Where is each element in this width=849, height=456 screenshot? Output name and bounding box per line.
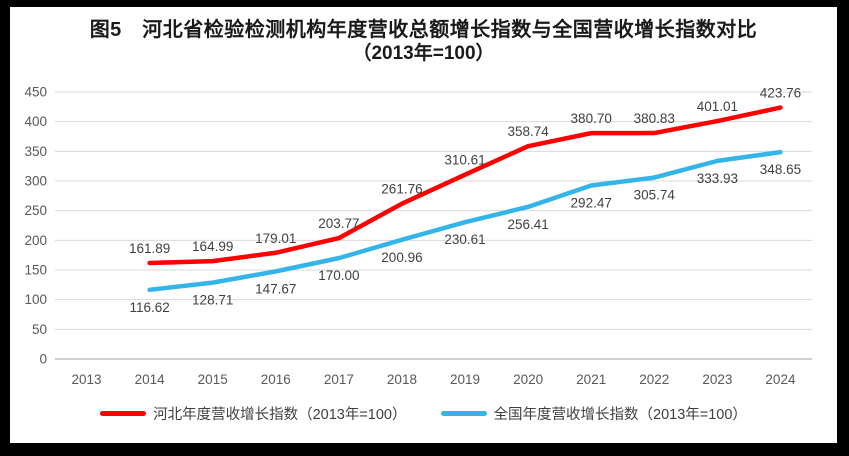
y-tick-label: 150 <box>24 263 47 278</box>
legend-dash-hebei-icon <box>100 411 147 416</box>
data-label: 116.62 <box>129 300 169 315</box>
y-tick-label: 300 <box>24 174 47 189</box>
x-tick-label: 2022 <box>639 372 669 387</box>
x-tick-label: 2023 <box>702 372 732 387</box>
y-tick-label: 450 <box>24 85 47 100</box>
chart-title-line2: （2013年=100） <box>352 43 495 64</box>
data-label: 203.77 <box>318 216 359 231</box>
y-tick-label: 0 <box>39 352 47 367</box>
data-label: 333.93 <box>697 171 738 186</box>
legend-item-national: 全国年度营收增长指数（2013年=100） <box>440 403 747 424</box>
series-line-1 <box>147 149 783 293</box>
x-tick-label: 2013 <box>72 372 102 387</box>
y-tick-label: 400 <box>24 114 47 129</box>
y-tick-label: 200 <box>24 233 47 248</box>
data-label: 348.65 <box>760 162 801 177</box>
data-label: 380.83 <box>634 111 675 126</box>
x-tick-label: 2021 <box>576 372 606 387</box>
data-label: 423.76 <box>760 86 801 101</box>
chart-title-line1: 图5 河北省检验检测机构年度营收总额增长指数与全国营收增长指数对比 <box>89 19 758 41</box>
data-label: 358.74 <box>507 124 549 139</box>
data-label: 261.76 <box>381 182 422 197</box>
data-label: 305.74 <box>634 188 676 203</box>
x-tick-label: 2016 <box>261 372 291 387</box>
chart-legend: 河北年度营收增长指数（2013年=100） 全国年度营收增长指数（2013年=1… <box>10 403 837 424</box>
x-tick-label: 2020 <box>513 372 543 387</box>
chart-canvas: 图5 河北省检验检测机构年度营收总额增长指数与全国营收增长指数对比 （2013年… <box>10 7 837 443</box>
legend-label-hebei: 河北年度营收增长指数（2013年=100） <box>153 407 407 423</box>
y-tick-label: 50 <box>32 322 47 337</box>
chart-title: 图5 河北省检验检测机构年度营收总额增长指数与全国营收增长指数对比 （2013年… <box>10 19 837 65</box>
series-line-0 <box>147 105 783 266</box>
data-label: 310.61 <box>444 153 485 168</box>
data-label: 380.70 <box>571 111 612 126</box>
data-label: 292.47 <box>571 195 612 210</box>
x-tick-label: 2024 <box>765 372 796 387</box>
data-label: 200.96 <box>381 250 422 265</box>
legend-label-national: 全国年度营收增长指数（2013年=100） <box>493 407 747 423</box>
legend-dash-national-icon <box>440 411 487 416</box>
data-label: 179.01 <box>255 231 296 246</box>
data-label: 164.99 <box>192 239 233 254</box>
legend-item-hebei: 河北年度营收增长指数（2013年=100） <box>100 403 407 424</box>
chart-plot-area: 0 50 100 150 200 250 300 350 400 450 2013 2014 2015 2… <box>24 85 812 387</box>
data-label: 147.67 <box>255 281 296 296</box>
y-tick-label: 350 <box>24 144 47 159</box>
data-label: 128.71 <box>192 293 233 308</box>
x-tick-label: 2014 <box>135 372 166 387</box>
x-tick-label: 2017 <box>324 372 354 387</box>
data-label: 230.61 <box>444 232 485 247</box>
x-tick-label: 2018 <box>387 372 417 387</box>
x-tick-label: 2015 <box>198 372 228 387</box>
y-tick-label: 100 <box>24 292 47 307</box>
data-label: 170.00 <box>318 268 359 283</box>
data-label: 256.41 <box>507 217 548 232</box>
x-tick-label: 2019 <box>450 372 480 387</box>
y-tick-label: 250 <box>24 203 47 218</box>
data-label: 161.89 <box>129 241 170 256</box>
data-label: 401.01 <box>697 99 738 114</box>
